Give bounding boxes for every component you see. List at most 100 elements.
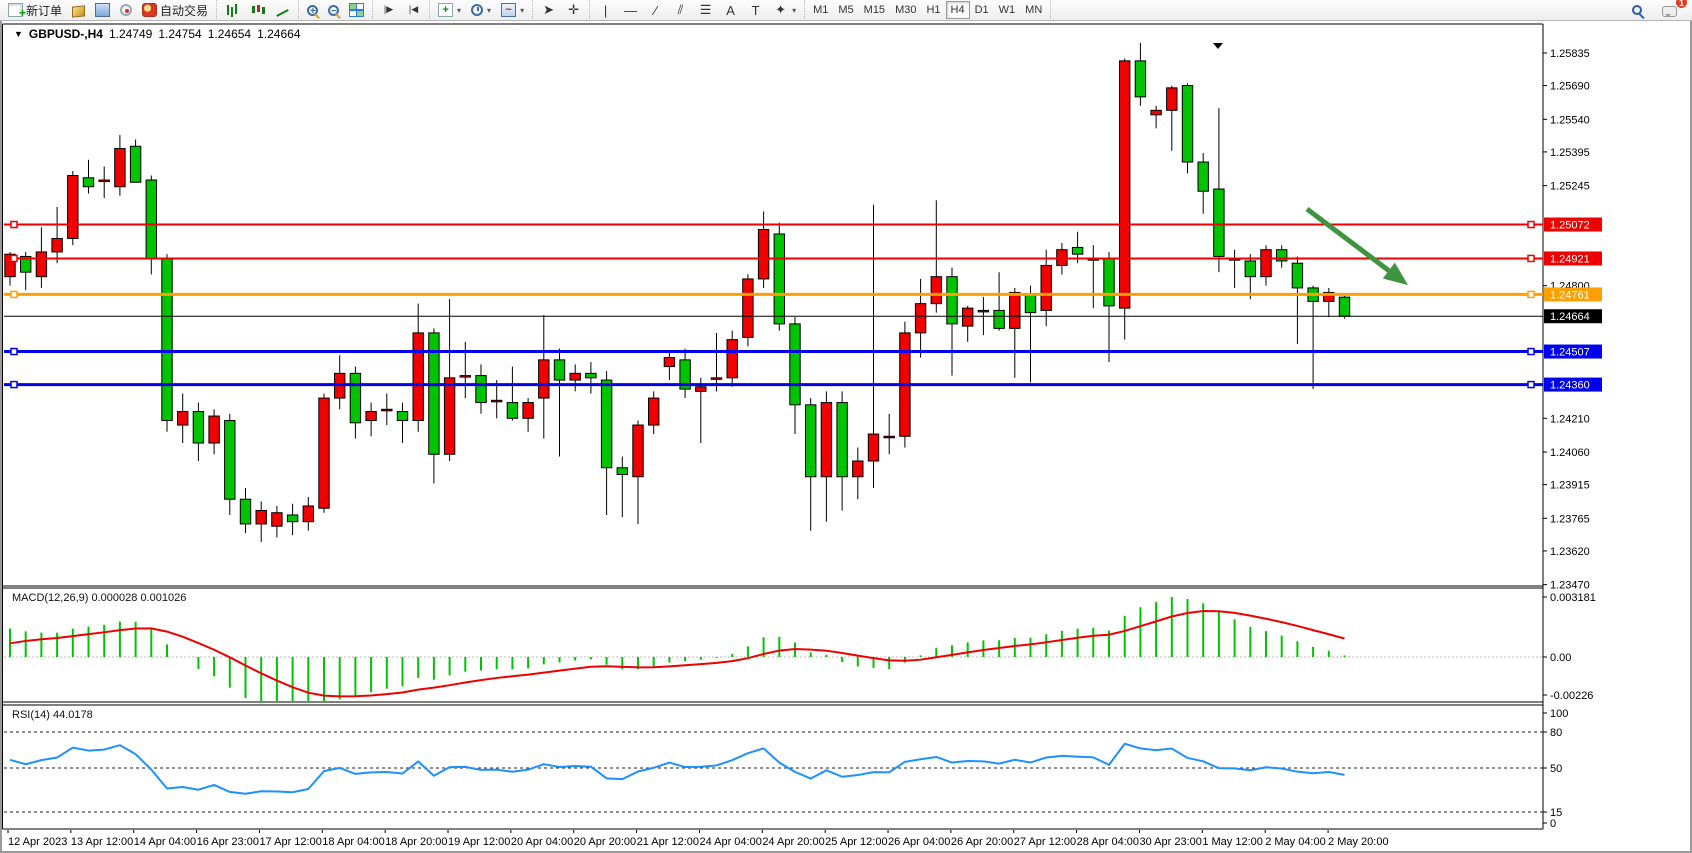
timeframe-button-m15[interactable]: M15 — [863, 4, 886, 16]
new-order-label: 新订单 — [26, 3, 63, 18]
svg-text:25 Apr 12:00: 25 Apr 12:00 — [825, 836, 887, 848]
channel-tool-button[interactable]: ⫽ — [668, 1, 693, 20]
new-order-icon — [8, 3, 26, 20]
time-scale: 12 Apr 2023 13 Apr 12:00 14 Apr 04:00 16 Ap… — [7, 830, 1389, 848]
timeframe-toolbar: M1 M5 M15 M30 H1 H4 D1 W1 MN — [805, 0, 1052, 21]
fibonacci-tool-button[interactable]: ☰ — [693, 1, 718, 20]
market-watch-button[interactable] — [67, 1, 90, 20]
fibonacci-icon: ☰ — [699, 2, 712, 17]
dropdown-caret-icon: ▾ — [487, 5, 492, 15]
svg-text:18 Apr 04:00: 18 Apr 04:00 — [322, 836, 384, 848]
chart-canvas[interactable]: 1.258351.256901.255401.253951.252451.248… — [0, 21, 1692, 853]
trendline-tool-button[interactable]: ∕ — [643, 1, 668, 20]
bar-chart-button[interactable] — [220, 1, 245, 20]
crosshair-icon: ✛ — [568, 2, 580, 17]
svg-text:1.25540: 1.25540 — [1550, 114, 1590, 126]
new-order-button[interactable]: 新订单 — [3, 1, 67, 20]
line-chart-button[interactable] — [270, 1, 295, 20]
zoom-in-button[interactable] — [302, 1, 323, 20]
terminal-button[interactable] — [90, 1, 115, 20]
tile-windows-button[interactable] — [344, 1, 369, 20]
rsi-label: RSI(14) 44.0178 — [12, 709, 93, 721]
rsi-line — [9, 742, 1345, 795]
arrows-tool-button[interactable]: ✦ ▾ — [768, 1, 801, 20]
svg-text:20 Apr 04:00: 20 Apr 04:00 — [511, 836, 573, 848]
svg-text:2 May 04:00: 2 May 04:00 — [1265, 836, 1326, 848]
timeframe-button-mn[interactable]: MN — [1025, 4, 1043, 16]
timeframe-button-d1[interactable]: D1 — [974, 4, 989, 16]
label-tool-icon: T — [751, 2, 760, 18]
svg-text:17 Apr 12:00: 17 Apr 12:00 — [259, 836, 321, 848]
line-chart-icon — [275, 3, 290, 17]
dropdown-caret-icon: ▾ — [520, 5, 525, 15]
svg-text:28 Apr 04:00: 28 Apr 04:00 — [1077, 836, 1139, 848]
svg-text:1.25835: 1.25835 — [1550, 48, 1590, 60]
auto-scroll-button[interactable] — [376, 1, 401, 20]
timeframe-button-w1[interactable]: W1 — [998, 4, 1016, 16]
signals-button[interactable] — [115, 1, 137, 20]
tile-windows-icon — [349, 3, 365, 17]
macd-panel: 0.003181 0.00 -0.00226 — [4, 592, 1596, 702]
market-watch-icon — [72, 4, 86, 18]
dropdown-caret-icon: ▾ — [457, 5, 462, 15]
vertical-line-tool-button[interactable]: | — [593, 1, 618, 20]
cursor-icon: ➤ — [543, 2, 555, 17]
trendline-icon: ∕ — [654, 2, 657, 18]
timeframe-button-m5[interactable]: M5 — [838, 4, 854, 16]
macd-main-value: 0.000028 — [91, 592, 138, 604]
svg-text:27 Apr 12:00: 27 Apr 12:00 — [1014, 836, 1076, 848]
timeframe-button-m1[interactable]: M1 — [813, 4, 829, 16]
search-button[interactable] — [1627, 1, 1647, 20]
indicators-menu-button[interactable]: ▾ — [433, 1, 466, 20]
timeframe-button-h4[interactable]: H4 — [945, 1, 970, 19]
horizontal-line-tool-button[interactable]: — — [618, 1, 643, 20]
zoom-out-icon — [328, 4, 340, 18]
svg-text:1.24360: 1.24360 — [1550, 380, 1590, 392]
svg-text:50: 50 — [1550, 763, 1562, 775]
vertical-line-icon: | — [603, 2, 608, 18]
svg-text:0.003181: 0.003181 — [1550, 592, 1596, 604]
periods-menu-button[interactable]: ▾ — [466, 1, 496, 20]
candlestick-chart-icon — [250, 3, 265, 17]
timeframe-button-m30[interactable]: M30 — [895, 4, 917, 16]
rsi-panel: 100 80 50 150 — [4, 708, 1568, 830]
signals-icon — [120, 4, 133, 16]
svg-text:2 May 20:00: 2 May 20:00 — [1328, 836, 1389, 848]
autotrading-button[interactable]: 自动交易 — [137, 1, 213, 20]
svg-text:16 Apr 23:00: 16 Apr 23:00 — [197, 836, 259, 848]
trend-arrow — [1305, 207, 1391, 273]
svg-text:80: 80 — [1550, 727, 1562, 739]
candlestick-chart-button[interactable] — [245, 1, 270, 20]
label-tool-button[interactable]: T — [743, 1, 768, 20]
text-tool-icon: A — [726, 2, 735, 18]
svg-text:1.23915: 1.23915 — [1550, 480, 1590, 492]
notification-badge: 1 — [1675, 0, 1688, 9]
svg-text:0: 0 — [1550, 818, 1556, 830]
chart-window[interactable]: ▼ GBPUSD-,H4 1.24749 1.24754 1.24654 1.2… — [0, 21, 1692, 853]
templates-menu-button[interactable]: ▾ — [496, 1, 529, 20]
notifications-button[interactable]: 1 — [1657, 0, 1688, 20]
svg-text:1.24507: 1.24507 — [1550, 347, 1590, 359]
zoom-out-button[interactable] — [323, 1, 344, 20]
auto-scroll-icon — [381, 3, 396, 17]
svg-text:1.25395: 1.25395 — [1550, 147, 1590, 159]
crosshair-tool-button[interactable]: ✛ — [561, 1, 586, 20]
horizontal-line-icon: — — [624, 2, 638, 18]
text-tool-button[interactable]: A — [718, 1, 743, 20]
timeframe-button-h1[interactable]: H1 — [926, 4, 941, 16]
bar-low-value: 1.24654 — [207, 26, 252, 41]
chart-shift-button[interactable] — [401, 1, 426, 20]
bar-close-value: 1.24664 — [257, 26, 301, 41]
svg-text:30 Apr 23:00: 30 Apr 23:00 — [1139, 836, 1201, 848]
dropdown-caret-icon: ▾ — [792, 5, 797, 15]
svg-text:0.00: 0.00 — [1550, 652, 1571, 664]
zoom-in-icon — [307, 4, 319, 18]
collapse-triangle-icon[interactable]: ▼ — [14, 28, 23, 39]
svg-text:20 Apr 20:00: 20 Apr 20:00 — [574, 836, 636, 848]
svg-text:15: 15 — [1550, 807, 1562, 819]
templates-icon — [501, 3, 517, 17]
cursor-tool-button[interactable]: ➤ — [536, 1, 561, 20]
svg-text:1.25072: 1.25072 — [1550, 220, 1590, 232]
svg-text:12 Apr 2023: 12 Apr 2023 — [8, 836, 67, 848]
